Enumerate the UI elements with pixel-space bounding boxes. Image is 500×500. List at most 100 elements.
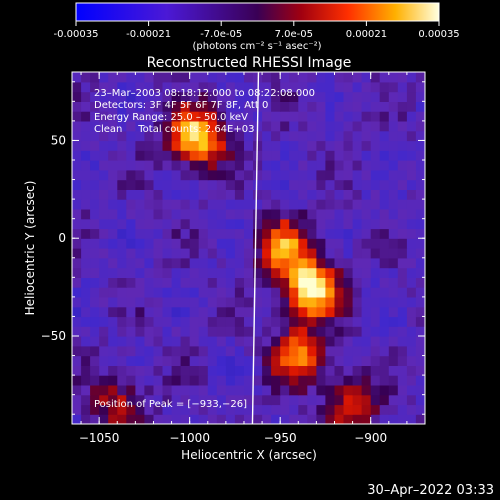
heatmap-cell: [280, 150, 290, 161]
heatmap-cell: [135, 404, 146, 415]
heatmap-cell: [262, 336, 272, 347]
heatmap-cell: [253, 257, 263, 269]
heatmap-cell: [262, 179, 272, 190]
heatmap-cell: [280, 375, 290, 386]
heatmap-cell: [280, 218, 290, 230]
heatmap-cell: [135, 365, 146, 376]
heatmap-cell: [343, 267, 354, 278]
heatmap-cell: [171, 169, 182, 181]
heatmap-cell: [388, 267, 399, 278]
heatmap-cell: [216, 306, 227, 318]
heatmap-cell: [289, 248, 299, 259]
heatmap-cell: [216, 248, 227, 259]
heatmap-cell: [81, 150, 91, 161]
heatmap-cell: [198, 248, 209, 259]
heatmap-cell: [361, 306, 372, 318]
heatmap-cell: [144, 296, 155, 308]
heatmap-cell: [406, 267, 417, 278]
heatmap-cell: [262, 130, 272, 142]
heatmap-cell: [379, 91, 390, 102]
heatmap-cell: [253, 179, 263, 190]
heatmap-cell: [253, 160, 263, 171]
heatmap-cell: [280, 140, 290, 151]
heatmap-cell: [343, 414, 354, 424]
heatmap-cell: [253, 199, 263, 210]
heatmap-cell: [153, 326, 164, 337]
heatmap-cell: [72, 336, 82, 347]
heatmap-cell: [72, 414, 82, 424]
heatmap-cell: [72, 160, 82, 171]
heatmap-cell: [198, 267, 209, 278]
heatmap-cell: [117, 218, 127, 230]
heatmap-cell: [370, 228, 381, 239]
heatmap-cell: [415, 306, 425, 318]
heatmap-cell: [280, 72, 290, 83]
heatmap-cell: [388, 277, 399, 288]
heatmap-cell: [117, 277, 127, 288]
heatmap-cell: [307, 101, 317, 112]
heatmap-cell: [207, 199, 218, 210]
heatmap-cell: [162, 355, 173, 366]
heatmap-cell: [90, 345, 100, 357]
heatmap-cell: [298, 120, 308, 132]
heatmap-cell: [108, 355, 118, 366]
heatmap-cell: [90, 296, 100, 308]
heatmap-cell: [379, 150, 390, 161]
heatmap-cell: [108, 248, 118, 259]
heatmap-cell: [343, 140, 354, 151]
heatmap-cell: [108, 414, 118, 424]
heatmap-cell: [325, 91, 336, 102]
heatmap-cell: [298, 101, 308, 112]
heatmap-cell: [361, 130, 372, 142]
heatmap-cell: [352, 355, 363, 366]
heatmap-cell: [406, 384, 417, 396]
heatmap-cell: [126, 326, 136, 337]
heatmap-cell: [379, 345, 390, 357]
heatmap-cell: [325, 72, 336, 83]
heatmap-cell: [234, 384, 245, 396]
heatmap-cell: [126, 296, 136, 308]
heatmap-cell: [108, 130, 118, 142]
heatmap-cell: [379, 355, 390, 366]
heatmap-cell: [207, 257, 218, 269]
heatmap-cell: [379, 199, 390, 210]
heatmap-cell: [289, 199, 299, 210]
heatmap-cell: [379, 140, 390, 151]
heatmap-cell: [189, 296, 200, 308]
heatmap-cell: [262, 228, 272, 239]
heatmap-cell: [280, 287, 290, 298]
heatmap-cell: [225, 130, 236, 142]
heatmap-cell: [280, 277, 290, 288]
heatmap-cell: [234, 81, 245, 93]
heatmap-cell: [189, 91, 200, 102]
heatmap-cell: [135, 316, 146, 327]
heatmap-cell: [298, 384, 308, 396]
heatmap-cell: [144, 267, 155, 278]
heatmap-cell: [180, 72, 191, 83]
heatmap-cell: [325, 189, 336, 200]
heatmap-cell: [189, 179, 200, 190]
heatmap-cell: [406, 306, 417, 318]
heatmap-cell: [316, 277, 327, 288]
heatmap-cell: [343, 365, 354, 376]
heatmap-cell: [153, 316, 164, 327]
heatmap-cell: [153, 355, 164, 366]
heatmap-cell: [271, 208, 281, 220]
heatmap-cell: [415, 375, 425, 386]
heatmap-cell: [253, 384, 263, 396]
heatmap-cell: [72, 150, 82, 161]
heatmap-cell: [406, 189, 417, 200]
heatmap-cell: [280, 101, 290, 112]
heatmap-cell: [153, 248, 164, 259]
heatmap-cell: [108, 257, 118, 269]
heatmap-cell: [415, 101, 425, 112]
heatmap-cell: [81, 414, 91, 424]
heatmap-cell: [379, 306, 390, 318]
heatmap-cell: [225, 160, 236, 171]
heatmap-cell: [325, 101, 336, 112]
heatmap-cell: [307, 248, 317, 259]
heatmap-cell: [415, 81, 425, 93]
heatmap-cell: [289, 189, 299, 200]
heatmap-cell: [81, 257, 91, 269]
heatmap-cell: [144, 277, 155, 288]
